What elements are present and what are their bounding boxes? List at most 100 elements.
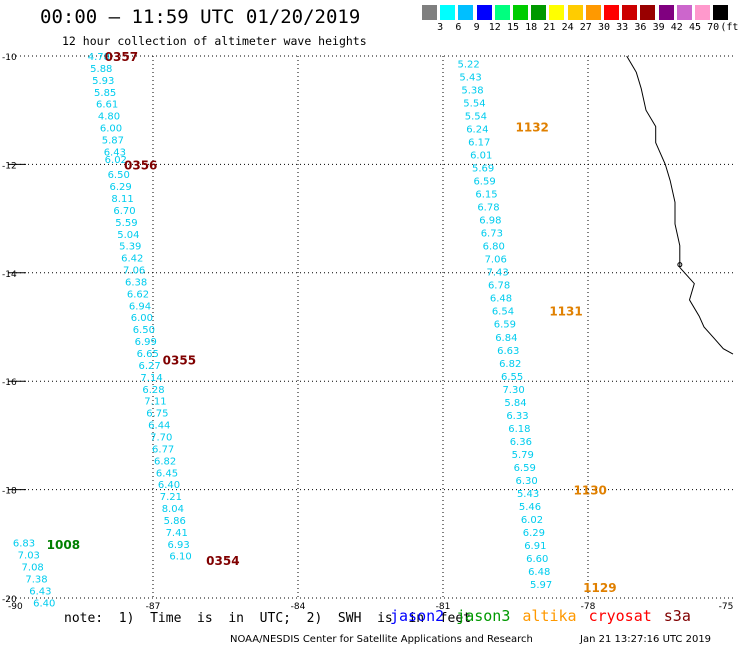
- swh-value: 6.18: [508, 424, 530, 435]
- pass-time-label: 1132: [516, 120, 549, 134]
- swh-value: 5.79: [512, 450, 534, 461]
- swh-value: 7.70: [150, 432, 172, 443]
- swh-value: 5.39: [119, 242, 141, 253]
- swh-value: 6.33: [506, 411, 528, 422]
- swh-value: 6.42: [121, 254, 143, 265]
- swh-value: 6.61: [96, 100, 118, 111]
- pass-time-label: 0354: [206, 554, 239, 568]
- swh-value: 6.40: [33, 598, 55, 609]
- swh-value: 5.88: [90, 64, 112, 75]
- swh-value: 7.08: [22, 563, 44, 574]
- swh-value: 6.44: [148, 421, 170, 432]
- lon-label: -81: [436, 602, 451, 612]
- swh-value: 5.43: [517, 489, 539, 500]
- swh-value: 6.82: [154, 456, 176, 467]
- pass-time-label: 0356: [124, 158, 157, 172]
- swh-value: 6.59: [514, 463, 536, 474]
- swh-value: 6.29: [110, 182, 132, 193]
- lat-label: -18: [2, 487, 17, 497]
- lat-label: -12: [2, 161, 17, 171]
- coastline: [626, 55, 734, 355]
- legend-swatch: [513, 5, 528, 20]
- lon-label: -75: [719, 602, 734, 612]
- legend-value: 30: [597, 22, 611, 33]
- pass-time-label: 1008: [47, 538, 80, 552]
- lat-label: -14: [2, 270, 17, 280]
- swh-value: 6.00: [100, 124, 122, 135]
- swh-value: 5.84: [504, 398, 526, 409]
- legend-swatch: [422, 5, 437, 20]
- swh-value: 6.43: [29, 586, 51, 597]
- swh-value: 6.60: [526, 554, 548, 565]
- swh-value: 6.93: [168, 540, 190, 551]
- swh-value: 6.36: [510, 437, 532, 448]
- legend-value: (ft): [720, 22, 740, 33]
- legend-swatch: [567, 5, 583, 20]
- lon-label: -78: [581, 602, 596, 612]
- satellite-cryosat: cryosat: [588, 607, 652, 625]
- swh-value: 6.70: [113, 206, 135, 217]
- satellite-s3a: s3a: [663, 607, 691, 625]
- swh-value: 5.93: [92, 76, 114, 87]
- lon-label: -87: [146, 602, 161, 612]
- generation-timestamp: Jan 21 13:27:16 UTC 2019: [580, 634, 712, 645]
- legend-swatch: [622, 5, 638, 20]
- legend-value: 18: [525, 22, 538, 33]
- swh-value: 7.21: [160, 492, 182, 503]
- legend-value: 3: [437, 22, 444, 33]
- swh-value: 6.02: [521, 515, 543, 526]
- legend-value: 42: [670, 22, 683, 33]
- swh-value: 6.50: [133, 325, 155, 336]
- swh-value: 6.78: [488, 281, 510, 292]
- swh-value: 6.54: [492, 307, 514, 318]
- legend-value: 45: [688, 22, 702, 33]
- swh-value: 7.14: [140, 373, 162, 384]
- swh-value: 8.11: [111, 194, 133, 205]
- pass-time-label: 1131: [549, 305, 582, 319]
- legend-swatch: [458, 5, 474, 20]
- swh-value: 6.29: [523, 528, 545, 539]
- swh-value: 7.03: [18, 551, 40, 562]
- pass-time-label: 0355: [163, 354, 196, 368]
- swh-value: 5.46: [519, 502, 541, 513]
- swh-value: 7.38: [25, 574, 47, 585]
- swh-value: 6.78: [477, 203, 499, 214]
- swh-value: 6.82: [499, 359, 521, 370]
- legend-swatch: [549, 5, 565, 20]
- pass-time-label: 1129: [583, 581, 616, 595]
- legend-swatch: [604, 5, 619, 20]
- legend-value: 70: [707, 22, 720, 33]
- swh-value: 6.40: [158, 480, 180, 491]
- swh-value: 6.59: [473, 177, 495, 188]
- swh-value: 7.11: [144, 397, 166, 408]
- swh-value: 5.59: [115, 218, 137, 229]
- swh-value: 6.30: [516, 476, 538, 487]
- satellite-altika: altika: [522, 607, 577, 625]
- swh-value: 6.17: [468, 138, 490, 149]
- swh-value: 6.91: [524, 541, 546, 552]
- page-title: 00:00 – 11:59 UTC 01/20/2019: [40, 6, 361, 28]
- swh-value: 6.63: [497, 346, 519, 357]
- coastline: [677, 262, 683, 268]
- swh-value: 6.80: [483, 242, 505, 253]
- swh-value: 5.54: [465, 112, 487, 123]
- satellite-legend: jason2 jason3 altika cryosat s3a: [390, 607, 703, 625]
- swh-value: 6.99: [135, 337, 157, 348]
- footer-note: note: 1) Time is in UTC; 2) SWH is in fe…: [64, 611, 471, 626]
- swh-value: 6.98: [479, 216, 501, 227]
- legend-value: 9: [473, 22, 480, 33]
- swh-value: 6.45: [156, 468, 178, 479]
- pass-time-label: 1130: [574, 484, 607, 498]
- swh-value: 5.22: [458, 60, 480, 71]
- swh-value: 7.30: [502, 385, 524, 396]
- legend-value: 15: [506, 22, 520, 33]
- swh-value: 6.02: [105, 155, 127, 166]
- swh-value: 4.80: [98, 112, 120, 123]
- swh-value: 5.97: [530, 580, 552, 591]
- legend-swatch: [640, 5, 656, 20]
- swh-value: 5.43: [459, 73, 481, 84]
- swh-value: 6.38: [125, 277, 147, 288]
- swh-value: 6.94: [129, 301, 151, 312]
